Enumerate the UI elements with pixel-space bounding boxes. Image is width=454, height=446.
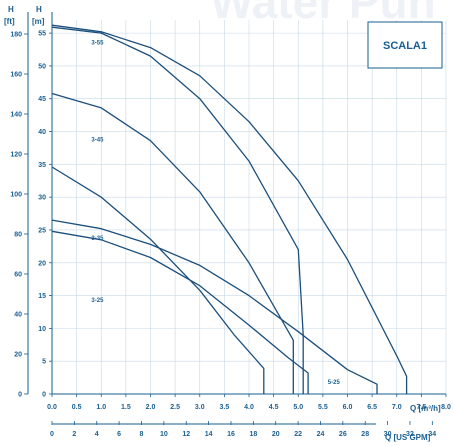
- x-label-m3h: Q [m³/h]: [410, 404, 441, 413]
- x-tick-label: 5.5: [318, 404, 328, 411]
- x-label-gpm: Q [US GPM]: [385, 433, 431, 442]
- y-m-tick-label: 45: [38, 96, 46, 103]
- y-m-tick-label: 40: [38, 129, 46, 136]
- x-gpm-tick-label: 28: [361, 431, 369, 438]
- y-m-tick-label: 55: [38, 31, 46, 38]
- x-tick-label: 7.0: [392, 404, 402, 411]
- curve-3: [51, 26, 304, 394]
- x-gpm-tick-label: 24: [317, 431, 325, 438]
- curve-1: [51, 166, 265, 394]
- curve-label-3: 3-55: [91, 40, 104, 46]
- x-tick-label: 0.5: [72, 404, 82, 411]
- y-ft-tick-label: 20: [14, 352, 22, 359]
- y-ft-tick-label: 100: [10, 192, 22, 199]
- y-m-tick-label: 20: [38, 260, 46, 267]
- x-gpm-tick-label: 26: [339, 431, 347, 438]
- y-ft-tick-label: 80: [14, 232, 22, 239]
- y-ft-tick-label: 40: [14, 312, 22, 319]
- x-gpm-tick-label: 0: [50, 431, 54, 438]
- x-tick-label: 3.0: [195, 404, 205, 411]
- x-tick-label: 3.5: [220, 404, 230, 411]
- x-gpm-tick-label: 8: [140, 431, 144, 438]
- y-ft-tick-label: 160: [10, 72, 22, 79]
- y-m-tick-label: 0: [42, 392, 46, 399]
- x-tick-label: 4.5: [269, 404, 279, 411]
- x-gpm-tick-label: 2: [72, 431, 76, 438]
- x-tick-label: 6.0: [343, 404, 353, 411]
- model-label-box: SCALA1: [367, 21, 443, 69]
- x-gpm-tick-label: 22: [294, 431, 302, 438]
- x-tick-label: 4.0: [244, 404, 254, 411]
- curves: [51, 24, 408, 394]
- y-m-tick-label: 15: [38, 293, 46, 300]
- x-gpm-tick-label: 30: [384, 431, 392, 438]
- y-right-unit-top: H: [36, 5, 42, 14]
- x-gpm-tick-label: 14: [205, 431, 213, 438]
- x-tick-label: 1.5: [121, 404, 131, 411]
- x-tick-label: 5.0: [293, 404, 303, 411]
- x-tick-label: 8.0: [441, 404, 451, 411]
- y-m-tick-label: 35: [38, 162, 46, 169]
- y-left-unit-top: H: [8, 5, 14, 14]
- y-m-tick-label: 5: [42, 359, 46, 366]
- y-ft-tick-label: 140: [10, 112, 22, 119]
- x-tick-label: 7.5: [417, 404, 427, 411]
- curve-label-1: 3-35: [91, 236, 104, 242]
- x-tick-label: 2.5: [170, 404, 180, 411]
- curve-label-2: 3-45: [91, 137, 104, 143]
- x-gpm-tick-label: 20: [272, 431, 280, 438]
- x-gpm-tick-label: 32: [406, 431, 414, 438]
- y-ft-tick-label: 60: [14, 272, 22, 279]
- curve-4: [51, 219, 378, 394]
- model-label: SCALA1: [383, 40, 427, 52]
- x-gpm-tick-label: 12: [182, 431, 190, 438]
- x-gpm-tick-label: 4: [95, 431, 99, 438]
- x-gpm-tick-label: 34: [428, 431, 436, 438]
- y-m-tick-label: 25: [38, 227, 46, 234]
- y-ft-tick-label: 180: [10, 32, 22, 39]
- y-left-unit: [ft]: [4, 17, 15, 26]
- y-m-tick-label: 10: [38, 326, 46, 333]
- x-gpm-tick-label: 10: [160, 431, 168, 438]
- y-ft-tick-label: 0: [18, 392, 22, 399]
- x-tick-label: 2.0: [146, 404, 156, 411]
- x-gpm-tick-label: 6: [117, 431, 121, 438]
- y-ft-tick-label: 120: [10, 152, 22, 159]
- x-tick-label: 0.0: [47, 404, 57, 411]
- labels: 3-25 3-35 3-45 3-55 5-25: [91, 40, 340, 386]
- curve-5: [51, 24, 408, 394]
- curve-0: [51, 230, 309, 394]
- curve-label-4: 5-25: [328, 380, 341, 386]
- x-tick-label: 6.5: [367, 404, 377, 411]
- curve-label-0: 3-25: [91, 298, 104, 304]
- x-gpm-tick-label: 18: [249, 431, 257, 438]
- x-gpm-tick-label: 16: [227, 431, 235, 438]
- curve-2: [51, 92, 294, 394]
- y-m-tick-label: 30: [38, 195, 46, 202]
- y-m-tick-label: 50: [38, 63, 46, 70]
- y-right-unit: [m]: [32, 17, 45, 26]
- x-tick-label: 1.0: [96, 404, 106, 411]
- axes: 0.0 0.5 1.0 1.5 2.0 2.5 3.0 3.5 4.0 4.5 5.0 5.5 6.0 6…: [10, 12, 451, 438]
